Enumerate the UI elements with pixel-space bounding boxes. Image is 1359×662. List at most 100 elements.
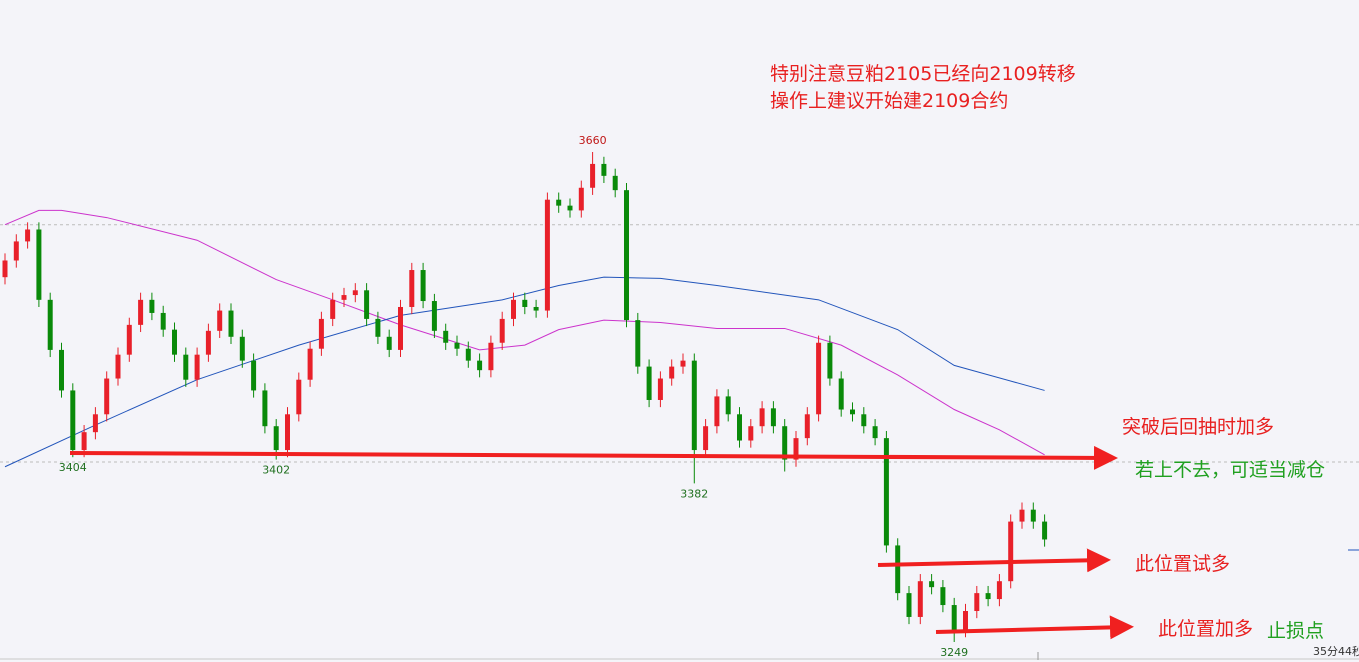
moving-average [4,276,1045,468]
candle-body [239,336,245,361]
candle-body [149,299,155,313]
candle-body [748,426,754,441]
candle-body [680,360,686,367]
candle-body [612,175,618,191]
candle-body [522,299,528,307]
candle-body [25,229,31,242]
candle-body [635,320,641,367]
candle-body [556,199,562,206]
candle-body [138,299,144,325]
candle-body [895,545,901,594]
annotation: 若上不去，可适当减仓 [1135,459,1325,481]
candle-body [13,241,19,261]
candle-body [714,396,720,427]
candle-body [646,366,652,400]
candle-body [578,187,584,211]
candle-body [398,306,403,350]
candle-body [544,199,550,311]
annotation: 突破后回抽时加多 [1122,416,1274,438]
candle-body [703,426,709,451]
candle-body [443,330,449,343]
candle-body [70,390,76,451]
candle-body [465,348,471,361]
candle-body [47,299,53,350]
candle-body [872,426,878,439]
candle-body [183,354,189,380]
candle-body [217,310,223,331]
candle-body [126,324,132,355]
candle-body [285,414,290,451]
candle-body [273,426,279,451]
candle-body [883,438,889,546]
moving-average [4,209,1045,456]
annotation: 此位置加多 [1158,618,1253,640]
candle-body [115,354,121,379]
candle-body [533,306,539,311]
candle-body [81,432,87,451]
candle-body [205,330,211,355]
candle-body [1030,509,1036,522]
annotation: 此位置试多 [1135,553,1230,575]
candle-body [318,318,324,349]
extreme-label: 3660 [579,134,607,147]
candle-body [2,260,8,278]
note: 操作上建议开始建2109合约 [770,90,1008,112]
candle-body [352,290,358,296]
extreme-label: 3249 [940,646,968,659]
extreme-label: 3382 [680,487,708,500]
candle-body [1042,521,1048,540]
candle-body [657,378,663,400]
candle-body [601,163,607,176]
candle-body [431,301,437,331]
candle-body [296,379,302,415]
candle-body [838,378,844,410]
candle-body [454,342,460,349]
candle-body [804,414,810,439]
candle-body [906,593,912,617]
candle-body [172,329,177,355]
candle-body [59,349,64,391]
candle-body [951,605,957,631]
arrow [69,445,1118,470]
candle-body [974,593,980,612]
candle-body [375,318,381,337]
candle-body [929,581,935,588]
extreme-label: 3402 [262,464,290,477]
candle-body [104,378,110,415]
candle-body [228,310,234,337]
annotation: 止损点 [1267,620,1324,642]
candle-body [307,348,313,380]
arrow [935,615,1134,640]
candle-body [160,312,166,330]
candle-body [251,360,257,391]
candle-body [488,342,494,371]
candle-body [36,229,42,300]
candle-body [567,205,573,211]
candle-body [590,163,596,188]
candle-body [341,295,347,300]
timer: 35分44秒 [1313,644,1359,658]
candle-body [737,414,742,441]
candle-body [996,581,1002,600]
candle-body [1008,521,1014,582]
candle-body [782,426,788,460]
candle-body [691,360,697,451]
candle-body [262,390,268,427]
candle-body [963,611,968,631]
candle-body [917,581,923,617]
candle-body [669,366,675,379]
candle-body [770,408,776,427]
extreme-label: 3404 [59,461,87,474]
candle-body [940,587,946,606]
candle-body [364,290,370,319]
candle-body [827,342,833,379]
candle-body [511,299,516,319]
candle-body [861,414,867,427]
candle-body [420,270,426,302]
candle-body [985,593,991,600]
candle-body [725,396,731,415]
candle-body [499,318,505,343]
arrow [877,548,1111,573]
candle-body [624,190,629,321]
